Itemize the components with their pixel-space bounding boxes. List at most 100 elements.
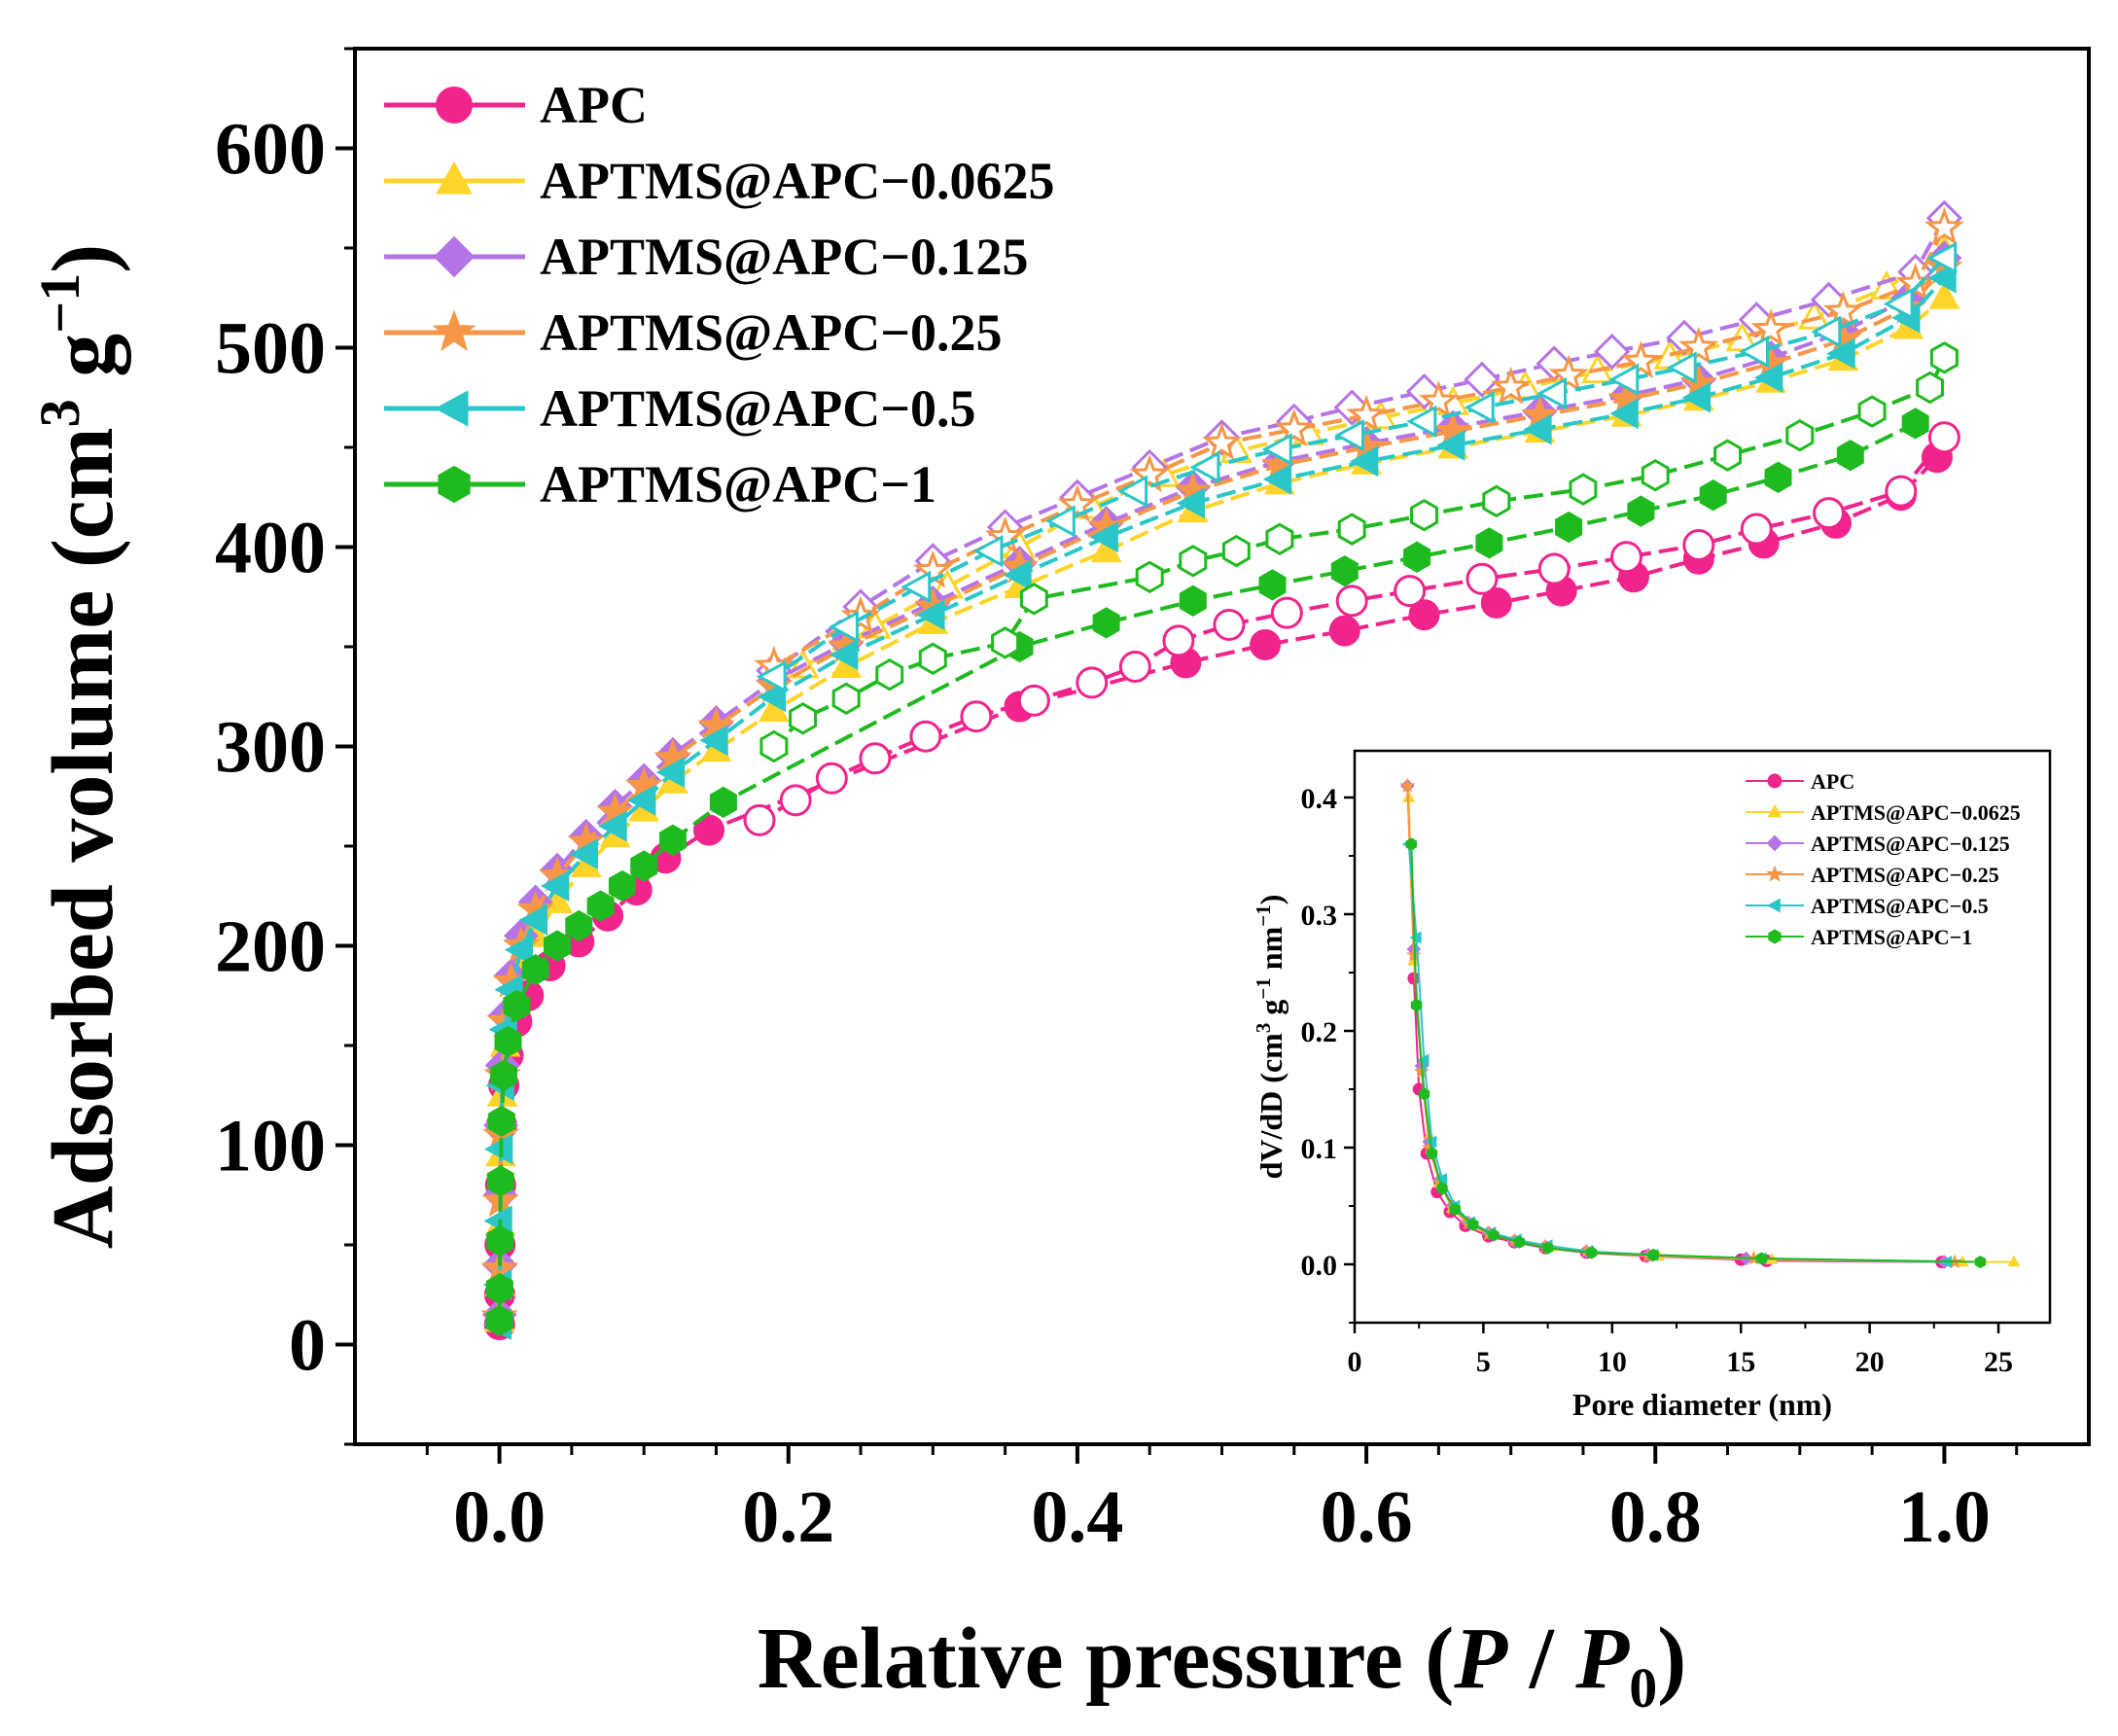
legend-label: APTMS@APC−1	[540, 455, 936, 514]
desorption-point	[1548, 354, 1589, 393]
legend-marker	[438, 465, 471, 504]
desorption-point	[759, 729, 789, 763]
desorption-point	[1927, 421, 1960, 454]
inset-point	[1513, 1235, 1526, 1249]
inset-x-tick-label: 0	[1348, 1346, 1362, 1378]
desorption-point	[789, 702, 818, 735]
desorption-point	[1822, 291, 1863, 330]
desorption-point	[1465, 562, 1499, 595]
adsorption-point	[518, 903, 547, 936]
adsorption-point	[1523, 413, 1552, 445]
inset-legend-label: APTMS@APC−0.125	[1811, 832, 2010, 856]
adsorption-point	[709, 786, 737, 819]
inset-y-tick-label: 0.4	[1301, 783, 1338, 815]
adsorption-point	[1826, 337, 1855, 370]
y-tick-label: 600	[215, 109, 326, 191]
desorption-point	[900, 570, 932, 604]
desorption-point	[815, 762, 848, 795]
desorption-point	[1641, 458, 1670, 492]
x-axis-title: Relative pressure (P / P0)	[758, 1611, 1687, 1719]
desorption-point	[1201, 422, 1243, 461]
y-tick-label: 200	[215, 906, 326, 988]
adsorption-point	[916, 599, 945, 631]
desorption-point	[1335, 585, 1368, 618]
adsorption-point	[598, 810, 627, 842]
desorption-point	[1076, 666, 1109, 699]
inset-legend-marker	[1766, 898, 1781, 913]
adsorption-point	[1754, 362, 1783, 394]
inset-x-tick-label: 10	[1598, 1346, 1627, 1378]
legend-marker	[433, 235, 476, 278]
adsorption-point	[565, 909, 593, 942]
desorption-point	[756, 659, 787, 693]
inset-x-axis-title: Pore diameter (nm)	[1572, 1387, 1832, 1422]
desorption-point	[1337, 513, 1366, 546]
inset-point	[1410, 999, 1423, 1012]
inset-point	[1418, 1087, 1430, 1101]
legend-label: APTMS@APC−0.0625	[540, 152, 1054, 210]
inset-series-5	[1405, 837, 1987, 1269]
inset-legend-marker	[1766, 834, 1783, 852]
desorption-point	[1885, 475, 1918, 508]
desorption-point	[1189, 450, 1220, 484]
inset-y-tick-label: 0.0	[1301, 1250, 1338, 1282]
desorption-point	[1129, 454, 1170, 493]
adsorption-point	[494, 1025, 522, 1058]
inset-x-tick-label: 15	[1726, 1346, 1755, 1378]
desorption-point	[1394, 575, 1427, 608]
desorption-point	[1406, 405, 1437, 439]
adsorption-point	[658, 824, 687, 856]
adsorption-point	[1475, 527, 1503, 559]
adsorption-point	[1328, 615, 1360, 647]
desorption-point	[918, 642, 947, 676]
adsorption-point	[1262, 463, 1292, 495]
desorption-point	[909, 720, 942, 753]
desorption-point	[1916, 371, 1944, 405]
desorption-point	[1678, 327, 1719, 366]
inset-point	[1449, 1203, 1461, 1217]
adsorption-point	[485, 1272, 513, 1305]
inset-legend-label: APTMS@APC−0.0625	[1811, 800, 2021, 825]
adsorption-point	[1764, 461, 1792, 493]
inset-point	[1585, 1246, 1598, 1259]
inset-point	[1434, 1172, 1447, 1186]
desorption-point	[1926, 241, 1958, 275]
desorption-point	[859, 742, 892, 775]
desorption-point	[831, 682, 861, 716]
adsorption-point	[484, 1133, 513, 1165]
desorption-point	[1536, 376, 1567, 410]
adsorption-point	[1699, 479, 1727, 512]
x-tick-label: 0.4	[1031, 1476, 1123, 1558]
adsorption-point	[503, 989, 531, 1022]
adsorption-point	[627, 784, 656, 816]
desorption-point	[1813, 497, 1846, 530]
inset-x-tick-label: 5	[1476, 1346, 1491, 1378]
inset-x-tick-label: 25	[1984, 1346, 2013, 1378]
desorption-point	[1221, 534, 1251, 568]
adsorption-point	[1350, 445, 1379, 478]
desorption-point	[1261, 433, 1292, 466]
adsorption-point	[655, 757, 686, 789]
desorption-point	[829, 610, 859, 644]
y-axis-title: Adsorbed volume (cm3 g−1)	[28, 244, 131, 1249]
legend-label: APTMS@APC−0.5	[540, 379, 975, 438]
inset-legend-marker	[1768, 929, 1782, 944]
adsorption-point	[693, 814, 725, 846]
inset-y-tick-label: 0.1	[1301, 1133, 1338, 1165]
inset-point	[1405, 946, 1422, 962]
desorption-line	[772, 356, 1947, 748]
y-tick-label: 500	[215, 308, 326, 390]
adsorption-point	[1836, 440, 1864, 472]
desorption-line	[759, 436, 1946, 823]
desorption-point	[1608, 363, 1640, 397]
inset-point	[1647, 1248, 1659, 1261]
adsorption-point	[1003, 559, 1032, 591]
x-tick-label: 1.0	[1898, 1476, 1991, 1558]
desorption-point	[1713, 439, 1742, 472]
desorption-point	[1666, 351, 1697, 384]
desorption-point	[1057, 483, 1098, 522]
desorption-point	[743, 803, 776, 836]
adsorption-point	[1480, 586, 1512, 619]
desorption-point	[779, 784, 812, 817]
